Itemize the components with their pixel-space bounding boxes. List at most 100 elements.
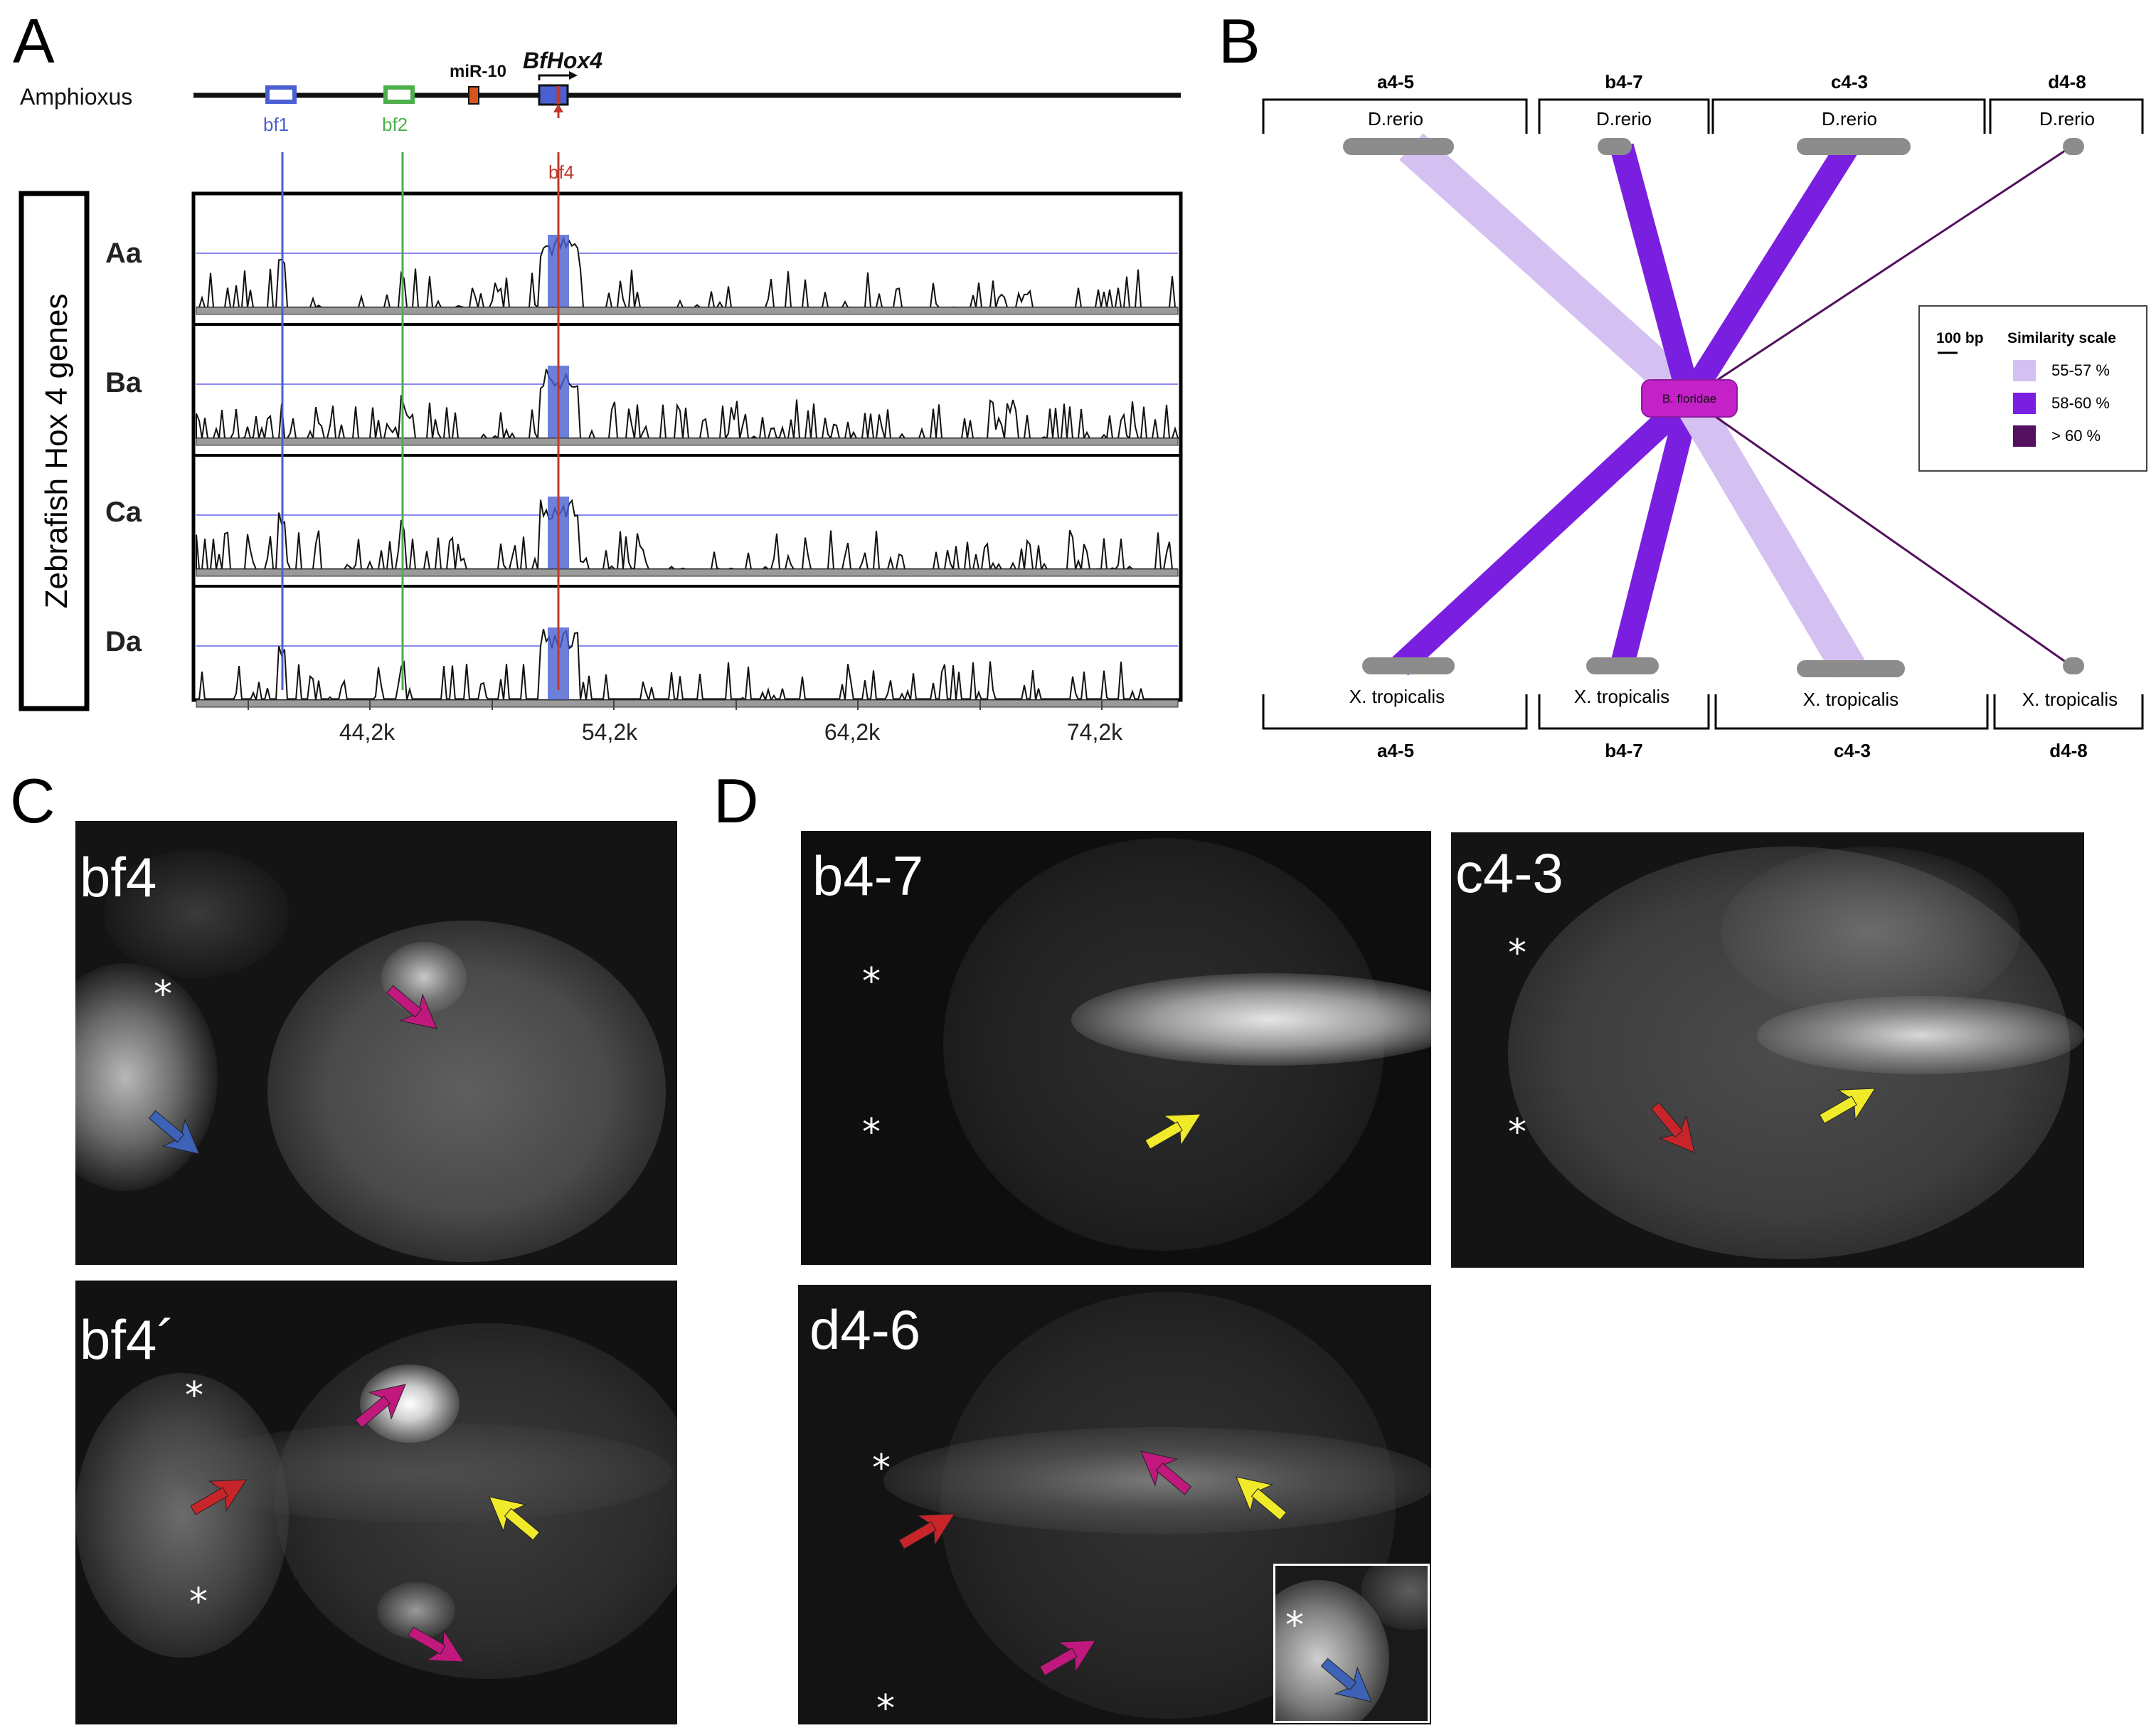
top-group-c4-3: c4-3 <box>1831 71 1868 92</box>
bf1-label: bf1 <box>263 114 289 135</box>
track-baseline <box>196 568 1179 577</box>
asterisk-marker: * <box>185 1374 203 1417</box>
bottom-bracket-c4-3 <box>1714 694 1989 730</box>
bf4-pointer-head <box>553 104 563 112</box>
top-group-a4-5: a4-5 <box>1377 71 1414 92</box>
image-label-b4-7: b4-7 <box>812 844 924 907</box>
top-species-d4-8: D.rerio <box>2039 108 2095 129</box>
bottom-species-b4-7: X. tropicalis <box>1574 686 1669 707</box>
magenta-annotation-arrow <box>347 1371 417 1438</box>
panel-label-c: C <box>10 765 55 836</box>
red-annotation-arrow <box>1641 1094 1708 1164</box>
bottom-bracket-a4-5 <box>1262 694 1528 730</box>
bfhox4-label: BfHox4 <box>523 48 602 73</box>
image-d4-6: d4-6 * * * <box>798 1285 1431 1724</box>
bf1-element-box <box>265 85 297 104</box>
legend-label-58-60: 58-60 % <box>2051 394 2110 412</box>
legend-label-gt60: > 60 % <box>2051 427 2101 445</box>
bottom-species-c4-3: X. tropicalis <box>1803 689 1899 710</box>
bottom-species-d4-8: X. tropicalis <box>2022 689 2118 710</box>
asterisk-marker: * <box>1508 932 1526 975</box>
top-bracket-c4-3 <box>1711 98 1986 134</box>
image-b4-7: b4-7 * * <box>801 831 1431 1265</box>
magenta-annotation-arrow <box>402 1616 473 1677</box>
bottom-species-a4-5: X. tropicalis <box>1349 686 1445 707</box>
x-tick-label-54k: 54,2k <box>582 719 638 745</box>
asterisk-marker: * <box>1285 1604 1304 1647</box>
image-label-bf4: bf4 <box>80 846 157 908</box>
bf4-label: bf4 <box>548 161 574 183</box>
band-xtrop-b4-7 <box>1610 395 1701 670</box>
node-xtrop-a4-5 <box>1362 657 1455 674</box>
bottom-group-c4-3: c4-3 <box>1834 740 1871 761</box>
legend-swatch-55-57 <box>2013 360 2036 381</box>
legend-swatch-gt60 <box>2013 425 2036 447</box>
legend-swatch-58-60 <box>2013 393 2036 414</box>
node-drerio-b4-7 <box>1598 138 1632 155</box>
top-species-a4-5: D.rerio <box>1368 108 1423 129</box>
yellow-annotation-arrow <box>478 1483 548 1550</box>
magenta-annotation-arrow <box>1034 1625 1105 1687</box>
panel-label-d: D <box>713 765 759 836</box>
top-bracket-d4-8 <box>1989 98 2144 134</box>
top-group-b4-7: b4-7 <box>1605 71 1642 92</box>
center-node-label: B. floridae <box>1662 392 1717 406</box>
species-label-amphioxus: Amphioxus <box>20 84 132 110</box>
node-xtrop-c4-3 <box>1797 660 1905 677</box>
asterisk-marker: * <box>1508 1111 1526 1154</box>
track-baseline <box>196 307 1179 315</box>
yellow-annotation-arrow <box>1139 1098 1210 1160</box>
panel-b-figure: a4-5 b4-7 c4-3 d4-8 D.rerio D.rerio D.re… <box>1262 71 2147 761</box>
asterisk-marker: * <box>154 973 172 1016</box>
image-label-c4-3: c4-3 <box>1455 842 1563 904</box>
conservation-profile <box>196 369 1179 441</box>
bf2-element-box <box>383 85 415 104</box>
vertical-title-box <box>18 191 90 711</box>
magenta-annotation-arrow <box>1130 1438 1199 1505</box>
yellow-annotation-arrow <box>1225 1463 1295 1530</box>
alignment-tracks-frame <box>191 191 1183 702</box>
track-label-da: Da <box>105 626 142 657</box>
vertical-title: Zebrafish Hox 4 genes <box>39 294 74 609</box>
top-bracket-a4-5 <box>1262 98 1528 134</box>
legend-scale-bar-label: 100 bp <box>1936 330 1984 346</box>
top-species-c4-3: D.rerio <box>1822 108 1877 129</box>
node-drerio-d4-8 <box>2063 138 2084 155</box>
panel-a-figure: Amphioxus miR-10 BfHox4 bf1 bf2 bf4 Zebr… <box>18 48 1183 745</box>
bottom-group-a4-5: a4-5 <box>1377 740 1414 761</box>
blue-annotation-arrow <box>141 1101 211 1167</box>
bottom-bracket-d4-8 <box>1993 694 2144 730</box>
track-label-aa: Aa <box>105 238 142 269</box>
magenta-annotation-arrow <box>378 975 448 1042</box>
red-annotation-arrow <box>893 1498 964 1560</box>
yellow-annotation-arrow <box>1813 1073 1884 1135</box>
x-tick-label-74k: 74,2k <box>1067 719 1123 745</box>
band-drerio-b4-7 <box>1610 143 1701 402</box>
red-annotation-arrow <box>184 1464 255 1526</box>
band-drerio-d4-8 <box>1689 145 2072 400</box>
image-label-bf4-prime: bf4´ <box>80 1308 176 1371</box>
transcription-start-arrow <box>538 74 569 80</box>
node-drerio-c4-3 <box>1797 138 1911 155</box>
mir10-marker <box>468 86 479 105</box>
node-xtrop-d4-8 <box>2063 657 2084 674</box>
bottom-bracket-b4-7 <box>1538 694 1710 730</box>
panel-label-b: B <box>1218 6 1260 76</box>
bf2-label: bf2 <box>382 114 408 135</box>
mir10-label: miR-10 <box>450 62 506 81</box>
x-tick-label-44k: 44,2k <box>339 719 395 745</box>
node-xtrop-b4-7 <box>1586 657 1659 674</box>
asterisk-marker: * <box>862 1111 881 1154</box>
node-drerio-a4-5 <box>1343 138 1454 155</box>
asterisk-marker: * <box>876 1687 895 1724</box>
blue-annotation-arrow <box>1313 1648 1383 1715</box>
asterisk-marker: * <box>872 1447 891 1490</box>
track-label-ca: Ca <box>105 497 142 528</box>
asterisk-marker: * <box>862 960 881 1003</box>
center-node-b-floridae <box>1641 379 1738 418</box>
top-species-b4-7: D.rerio <box>1596 108 1652 129</box>
track-baseline <box>196 438 1179 446</box>
panel-label-a: A <box>13 6 55 76</box>
track-label-ba: Ba <box>105 367 142 398</box>
inset-image: * <box>1273 1564 1430 1723</box>
